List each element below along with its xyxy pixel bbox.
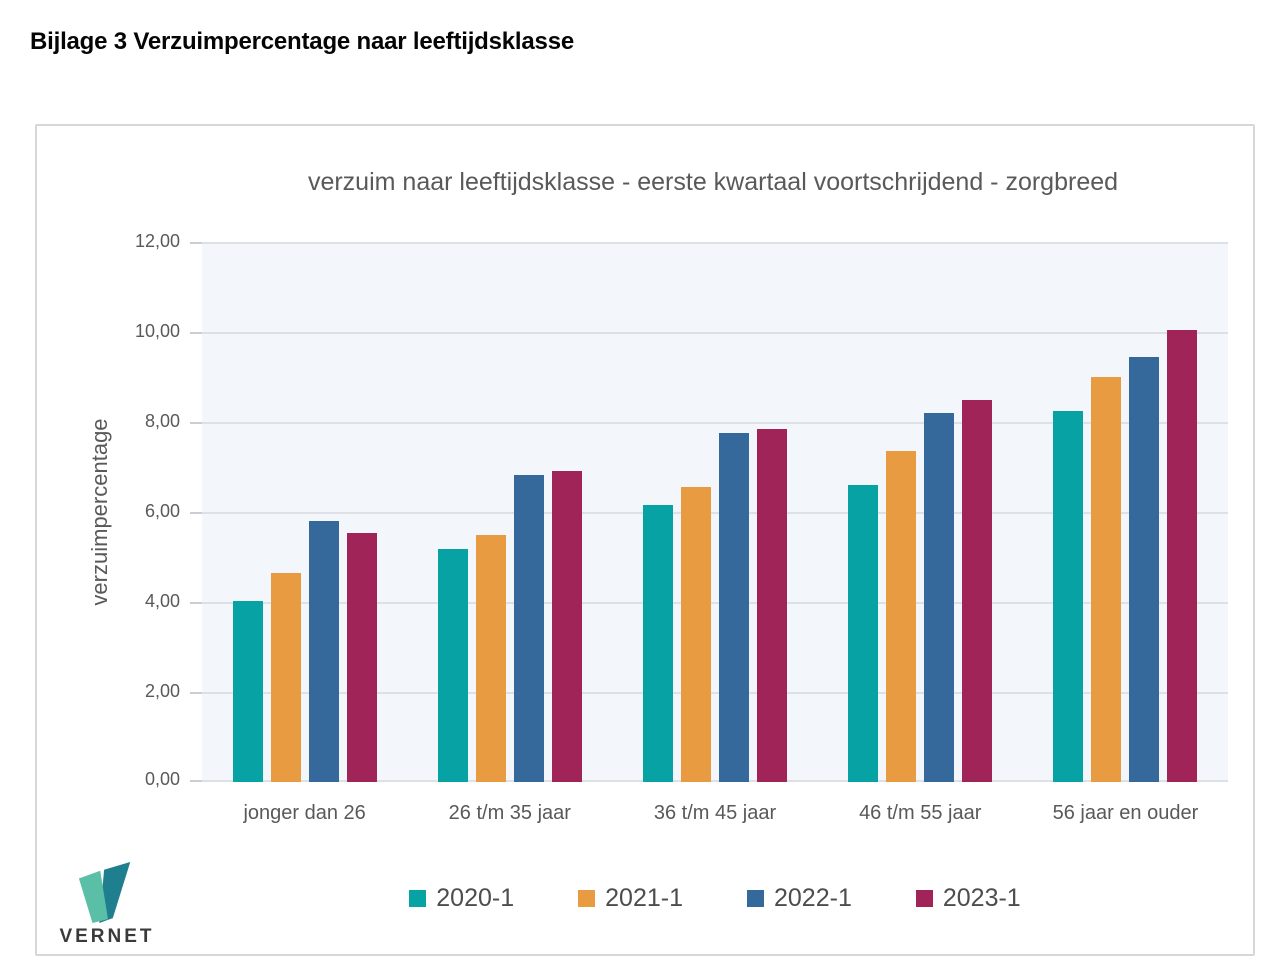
y-tick-label: 0,00	[144, 769, 180, 789]
x-axis-label: 56 jaar en ouder	[1052, 802, 1199, 824]
x-axis-label: jonger dan 26	[243, 802, 366, 824]
bar-group	[818, 242, 1023, 782]
bar-2023-1	[1167, 329, 1198, 782]
legend-item-2022-1: 2022-1	[747, 884, 852, 913]
legend-swatch	[578, 890, 596, 907]
y-tick-label: 4,00	[144, 591, 180, 611]
y-tick-mark	[190, 422, 202, 424]
legend-swatch	[409, 890, 427, 907]
legend-label: 2023-1	[942, 884, 1021, 912]
plot-area	[190, 242, 1228, 782]
vernet-logo: VERNET	[55, 860, 159, 948]
legend-label: 2022-1	[774, 884, 852, 912]
bar-group	[1023, 242, 1228, 782]
gridline	[202, 422, 1228, 424]
page-title: Bijlage 3 Verzuimpercentage naar leeftij…	[30, 28, 574, 55]
bar-group	[407, 242, 612, 782]
bar-2021-1	[475, 535, 506, 782]
y-tick-mark	[190, 602, 202, 604]
y-tick-mark	[190, 332, 202, 334]
gridline	[202, 512, 1228, 514]
bar-2022-1	[308, 521, 339, 782]
bar-2023-1	[551, 470, 582, 782]
bar-2020-1	[232, 600, 263, 782]
bar-2022-1	[924, 413, 955, 782]
bar-2020-1	[1053, 410, 1084, 782]
legend: 2020-1 2021-1 2022-1 2023-1	[202, 884, 1228, 913]
y-tick-mark	[190, 692, 202, 694]
y-tick-mark	[190, 242, 202, 244]
y-tick-mark	[190, 512, 202, 514]
gridline	[202, 780, 1228, 782]
bar-group	[612, 242, 817, 782]
gridline	[202, 242, 1228, 244]
bar-2020-1	[437, 549, 468, 782]
x-axis-labels: jonger dan 26 26 t/m 35 jaar 36 t/m 45 jaa…	[202, 802, 1228, 825]
bar-2021-1	[270, 572, 301, 782]
legend-item-2020-1: 2020-1	[409, 884, 514, 913]
bar-group	[202, 242, 407, 782]
legend-swatch	[747, 890, 764, 907]
bar-2023-1	[757, 428, 787, 782]
bar-2023-1	[346, 533, 377, 782]
legend-item-2021-1: 2021-1	[578, 884, 683, 913]
legend-label: 2020-1	[436, 884, 515, 912]
bar-2022-1	[513, 475, 544, 782]
bar-2021-1	[886, 451, 917, 782]
bar-2020-1	[848, 485, 879, 782]
y-tick-label: 10,00	[134, 321, 180, 341]
vernet-v-icon	[78, 861, 131, 923]
legend-swatch	[915, 890, 933, 907]
legend-label: 2021-1	[605, 884, 683, 912]
x-axis-label: 36 t/m 45 jaar	[653, 802, 777, 824]
y-tick-label: 8,00	[144, 411, 180, 431]
y-tick-label: 2,00	[144, 681, 180, 701]
x-axis-label: 46 t/m 55 jaar	[859, 802, 982, 824]
y-tick-label: 12,00	[134, 231, 180, 251]
legend-item-2023-1: 2023-1	[915, 884, 1021, 913]
y-axis-ticks: 0,00 2,00 4,00 6,00 8,00 10,00 12,00	[37, 231, 190, 789]
bar-2020-1	[643, 505, 673, 782]
bar-2023-1	[962, 399, 993, 782]
vernet-logo-text: VERNET	[59, 926, 155, 947]
y-tick-label: 6,00	[144, 501, 180, 521]
y-tick-mark	[190, 780, 202, 782]
chart-card: verzuim naar leeftijdsklasse - eerste kw…	[35, 124, 1255, 956]
bar-2022-1	[719, 433, 749, 782]
gridline	[202, 692, 1228, 694]
bar-2021-1	[1091, 377, 1122, 782]
chart-title: verzuim naar leeftijdsklasse - eerste kw…	[307, 168, 1119, 196]
x-axis-label: 26 t/m 35 jaar	[448, 802, 571, 824]
bar-2022-1	[1129, 356, 1160, 782]
gridline	[202, 602, 1228, 604]
gridline	[202, 332, 1228, 334]
bar-2021-1	[681, 487, 711, 782]
